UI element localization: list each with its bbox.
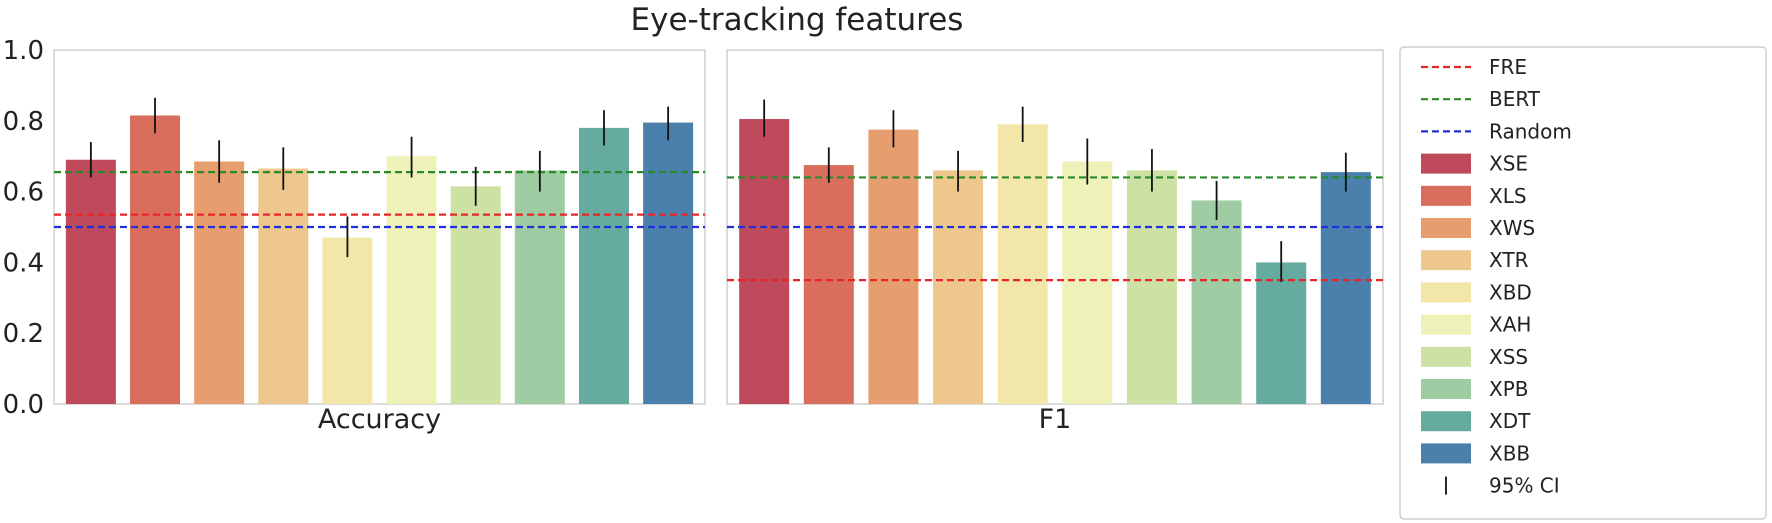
panels: Accuracy F1	[53, 49, 1384, 435]
legend-frame	[1399, 46, 1767, 520]
bar-xls	[130, 115, 181, 405]
bar-xtr	[258, 168, 309, 404]
legend-swatch-xws	[1421, 218, 1471, 238]
legend-label: BERT	[1489, 87, 1541, 111]
bar-xbd	[322, 237, 373, 404]
legend-label: XWS	[1489, 216, 1535, 240]
legend-swatch-xss	[1421, 346, 1471, 367]
legend-swatch-xdt	[1421, 411, 1471, 432]
legend-swatch-xse	[1421, 153, 1471, 174]
bar-xss	[450, 186, 501, 404]
bar-xss	[1126, 170, 1177, 404]
bar-xdt	[578, 127, 629, 404]
bar-xse	[739, 119, 790, 404]
legend-label: XSS	[1489, 345, 1528, 369]
panel-accuracy: Accuracy	[53, 49, 706, 435]
y-tick-label: 0.2	[3, 319, 44, 349]
legend-label: 95% CI	[1489, 474, 1560, 498]
legend: FRE BERT Random XSE XLS XWS XTR XBD XAH XSS XPB XDT…	[1399, 46, 1767, 520]
legend-label: XLS	[1489, 184, 1527, 208]
y-tick-label: 0.4	[3, 248, 44, 278]
legend-label: XSE	[1489, 152, 1528, 176]
legend-label: XDT	[1489, 409, 1531, 433]
y-tick-label: 0.6	[3, 178, 44, 208]
bar-xah	[386, 156, 437, 404]
bar-xdt	[1256, 262, 1307, 404]
legend-swatch-xah	[1421, 314, 1471, 335]
bar-xls	[803, 165, 854, 404]
bar-xws	[868, 129, 919, 404]
legend-swatch-xbb	[1421, 443, 1471, 464]
legend-swatch-xpb	[1421, 379, 1471, 399]
bar-xbb	[643, 122, 694, 404]
legend-label: XAH	[1489, 313, 1531, 337]
legend-label: XBB	[1489, 441, 1530, 465]
y-axis: 0.0 0.2 0.4 0.6 0.8 1.0	[3, 36, 44, 420]
bar-xah	[1062, 161, 1113, 404]
bar-xpb	[514, 170, 565, 404]
bar-xtr	[933, 170, 984, 404]
bar-xws	[194, 161, 245, 404]
bar-xse	[65, 159, 116, 404]
legend-label: Random	[1489, 119, 1572, 143]
panel-f1: F1	[726, 49, 1384, 435]
chart-title: Eye-tracking features	[631, 2, 964, 38]
panel-label: Accuracy	[318, 404, 441, 435]
y-tick-label: 1.0	[3, 36, 44, 66]
bar-xbd	[997, 124, 1048, 404]
legend-label: FRE	[1489, 55, 1527, 79]
bar-xpb	[1191, 200, 1242, 404]
legend-label: XPB	[1489, 377, 1528, 401]
legend-label: XTR	[1489, 248, 1529, 272]
panel-label: F1	[1039, 404, 1072, 435]
legend-swatch-xbd	[1421, 282, 1471, 303]
legend-label: XBD	[1489, 280, 1532, 304]
legend-swatch-xls	[1421, 185, 1471, 206]
bar-xbb	[1320, 172, 1371, 404]
y-tick-label: 0.0	[3, 390, 44, 420]
y-tick-label: 0.8	[3, 107, 44, 137]
legend-swatch-xtr	[1421, 250, 1471, 271]
